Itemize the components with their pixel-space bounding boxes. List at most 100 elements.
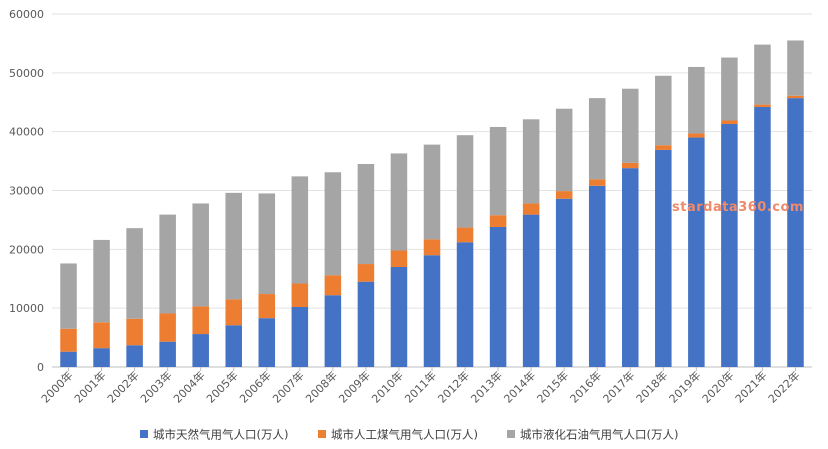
x-tick-label: 2009年 <box>336 368 373 405</box>
bar-segment-series-2 <box>60 263 77 329</box>
bar-segment-series-1 <box>390 250 408 267</box>
bar-segment-series-0 <box>622 168 639 367</box>
bar-segment-series-2 <box>688 66 705 134</box>
bar-segment-series-1 <box>291 283 309 307</box>
bar-segment-series-2 <box>93 239 110 323</box>
bar-segment-series-1 <box>324 275 342 296</box>
bar-segment-series-1 <box>588 179 606 186</box>
bar-segment-series-2 <box>489 126 507 216</box>
x-tick-label: 2017年 <box>600 368 637 405</box>
bar-segment-series-2 <box>357 164 375 265</box>
bar-segment-series-0 <box>588 185 606 367</box>
bar-segment-series-1 <box>60 328 77 352</box>
bar-segment-series-0 <box>655 149 672 367</box>
y-tick-label: 60000 <box>9 8 44 21</box>
bar-segment-series-2 <box>588 98 606 180</box>
bar-segment-series-2 <box>754 44 771 105</box>
bar-segment-series-1 <box>258 294 276 319</box>
x-tick-label: 2008年 <box>303 368 340 405</box>
y-tick-label: 30000 <box>9 185 44 198</box>
x-tick-label: 2001年 <box>71 368 108 405</box>
bar-segment-series-1 <box>489 215 507 227</box>
bar-segment-series-1 <box>192 306 209 335</box>
x-tick-label: 2003年 <box>137 368 174 405</box>
legend: 城市天然气用气人口(万人) 城市人工煤气用气人口(万人) 城市液化石油气用气人口(万… <box>140 428 678 442</box>
legend-label: 城市人工煤气用气人口(万人) <box>331 428 478 442</box>
y-tick-label: 50000 <box>9 67 44 80</box>
bar-segment-series-1 <box>754 104 771 107</box>
bar-segment-series-1 <box>225 299 242 326</box>
bar-segment-series-2 <box>390 153 408 251</box>
legend-swatch <box>507 430 515 438</box>
bar-segment-series-1 <box>787 95 804 99</box>
bar-segment-series-2 <box>126 228 143 319</box>
bar-segment-series-0 <box>754 106 771 367</box>
bar-segment-series-1 <box>622 162 639 169</box>
legend-label: 城市天然气用气人口(万人) <box>153 428 288 442</box>
x-tick-label: 2002年 <box>104 368 141 405</box>
legend-swatch <box>140 430 148 438</box>
watermark: stardata360.com <box>672 200 804 215</box>
bar-segment-series-0 <box>787 98 804 368</box>
x-tick-label: 2013年 <box>468 368 505 405</box>
x-tick-label: 2021年 <box>732 368 769 405</box>
bar-segment-series-1 <box>721 120 738 125</box>
bar-segment-series-1 <box>357 264 375 282</box>
x-tick-label: 2014年 <box>501 368 538 405</box>
x-tick-label: 2022年 <box>765 368 802 405</box>
bar-segment-series-0 <box>93 348 110 367</box>
bar-segment-series-1 <box>456 227 474 243</box>
y-axis: 0 10000 20000 30000 40000 50000 60000 <box>9 8 44 374</box>
x-tick-label: 2007年 <box>269 368 306 405</box>
x-tick-label: 2018年 <box>633 368 670 405</box>
bar-segment-series-1 <box>93 322 110 349</box>
x-axis: 2000年2001年2002年2003年2004年2005年2006年2007年… <box>38 367 803 406</box>
x-tick-label: 2020年 <box>699 368 736 405</box>
x-tick-label: 2015年 <box>534 368 571 405</box>
bar-segment-series-0 <box>357 281 375 367</box>
bar-segment-series-1 <box>423 239 441 256</box>
bar-segment-series-2 <box>423 144 441 240</box>
x-tick-label: 2010年 <box>369 368 406 405</box>
legend-swatch <box>318 430 326 438</box>
bar-segment-series-0 <box>721 124 738 367</box>
bar-segment-series-0 <box>258 318 276 367</box>
bar-segment-series-1 <box>555 191 573 199</box>
bar-segment-series-2 <box>655 75 672 146</box>
bar-segment-series-0 <box>390 266 408 367</box>
bar-segment-series-2 <box>522 119 540 204</box>
bar-segment-series-1 <box>126 318 143 346</box>
bar-segment-series-2 <box>555 108 573 192</box>
bar-segment-series-2 <box>225 192 242 300</box>
bar-segment-series-2 <box>291 176 309 284</box>
bar-segment-series-2 <box>159 214 176 314</box>
bar-segment-series-0 <box>159 341 176 367</box>
bar-segment-series-2 <box>721 57 738 121</box>
y-tick-label: 10000 <box>9 302 44 315</box>
bar-segment-series-1 <box>522 203 540 215</box>
bar-segment-series-0 <box>225 325 242 367</box>
legend-label: 城市液化石油气用气人口(万人) <box>520 428 678 442</box>
bar-segment-series-0 <box>688 137 705 367</box>
bar-segment-series-0 <box>324 295 342 367</box>
bar-segment-series-1 <box>655 145 672 150</box>
bar-segment-series-0 <box>291 306 309 367</box>
bar-segment-series-0 <box>423 255 441 367</box>
y-tick-label: 40000 <box>9 126 44 139</box>
bar-segment-series-0 <box>489 226 507 367</box>
x-tick-label: 2012年 <box>435 368 472 405</box>
bar-segment-series-2 <box>192 203 209 307</box>
bar-segment-series-0 <box>522 214 540 367</box>
bar-segment-series-0 <box>555 198 573 367</box>
bar-segment-series-1 <box>159 313 176 342</box>
x-tick-label: 2005年 <box>203 368 240 405</box>
bar-segment-series-1 <box>688 133 705 138</box>
bar-segment-series-0 <box>456 242 474 367</box>
bar-segment-series-2 <box>622 88 639 163</box>
y-tick-label: 0 <box>37 361 44 374</box>
bar-segment-series-0 <box>126 345 143 367</box>
bar-segment-series-2 <box>787 40 804 96</box>
bar-segment-series-0 <box>192 334 209 367</box>
bar-segment-series-0 <box>60 351 77 367</box>
